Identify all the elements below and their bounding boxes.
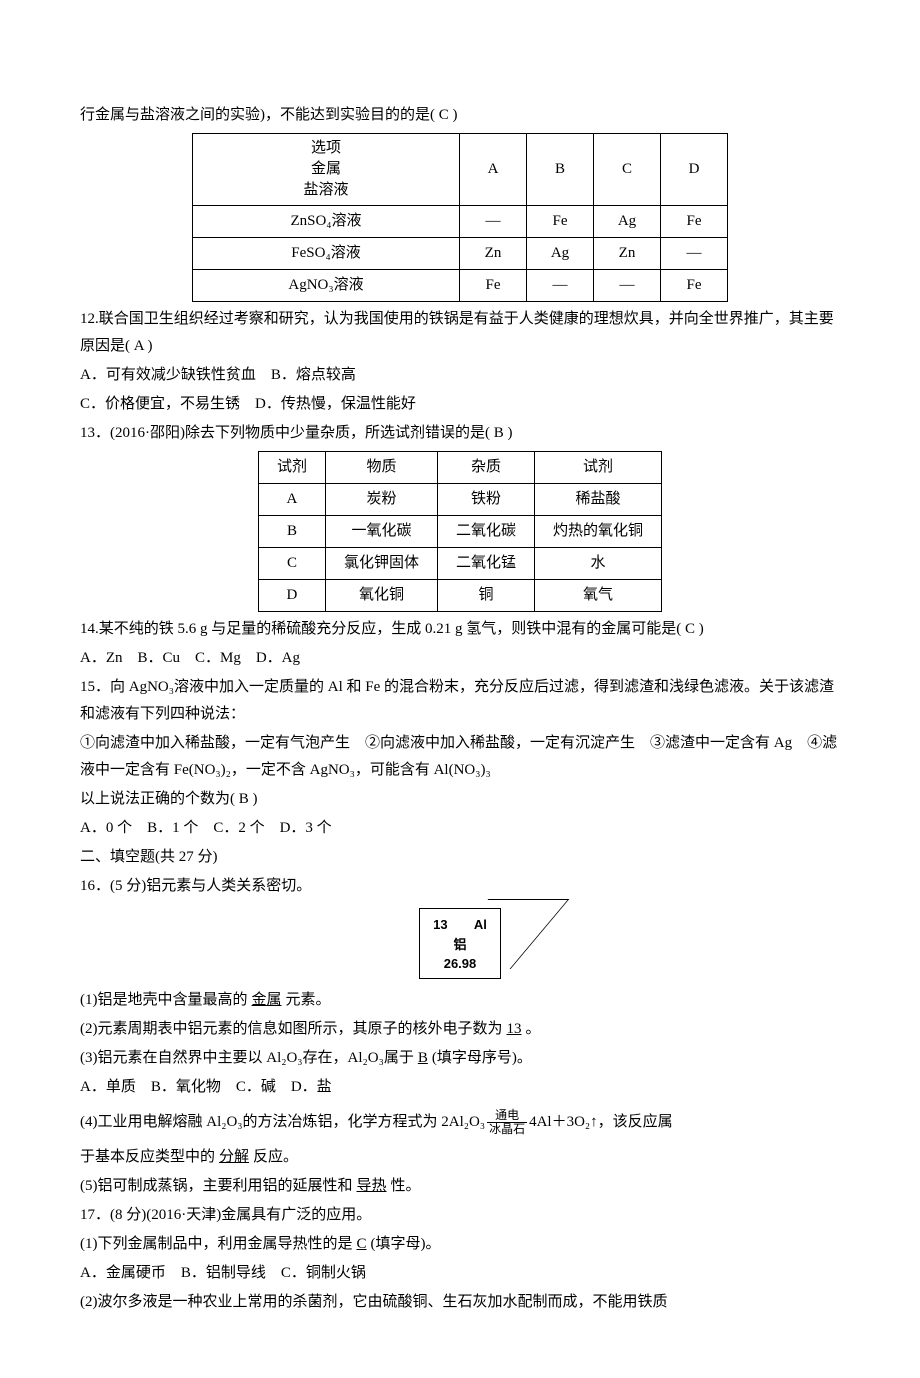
- table-row: B一氧化碳二氧化碳灼热的氧化铜: [258, 516, 661, 548]
- section-2-heading: 二、填空题(共 27 分): [80, 844, 840, 871]
- table-q11: 选项 金属 盐溶液 A B C D ZnSO₄溶液—FeAgFe FeSO₄溶液…: [192, 133, 728, 302]
- q16-p2: (2)元素周期表中铝元素的信息如图所示，其原子的核外电子数为13。: [80, 1016, 840, 1043]
- blank-answer: B: [414, 1050, 432, 1066]
- table-row: A炭粉铁粉稀盐酸: [258, 484, 661, 516]
- header-cell: 选项 金属 盐溶液: [193, 134, 460, 206]
- q16-p3-opts: A．单质 B．氧化物 C．碱 D．盐: [80, 1074, 840, 1101]
- table-row: ZnSO₄溶液—FeAgFe: [193, 206, 728, 238]
- q16-p1: (1)铝是地壳中含量最高的金属元素。: [80, 987, 840, 1014]
- blank-answer: C: [353, 1236, 371, 1252]
- q12-opts-cd: C．价格便宜，不易生锈 D．传热慢，保温性能好: [80, 391, 840, 418]
- q12-stem: 12.联合国卫生组织经过考察和研究，认为我国使用的铁锅是有益于人类健康的理想炊具…: [80, 306, 840, 360]
- q11-continuation: 行金属与盐溶液之间的实验)，不能达到实验目的的是( C ): [80, 102, 840, 129]
- blank-answer: 13: [503, 1021, 526, 1037]
- q17-p2: (2)波尔多液是一种农业上常用的杀菌剂，它由硫酸铜、生石灰加水配制而成，不能用铁…: [80, 1289, 840, 1316]
- header-cell: D: [661, 134, 728, 206]
- q15-opts: A．0 个 B．1 个 C．2 个 D．3 个: [80, 815, 840, 842]
- q14-opts: A．Zn B．Cu C．Mg D．Ag: [80, 645, 840, 672]
- q16-stem: 16．(5 分)铝元素与人类关系密切。: [80, 873, 840, 900]
- reaction-condition: 通电冰晶石: [487, 1109, 527, 1136]
- table-row: 选项 金属 盐溶液 A B C D: [193, 134, 728, 206]
- q17-p1-opts: A．金属硬币 B．铝制导线 C．铜制火锅: [80, 1260, 840, 1287]
- header-cell: B: [527, 134, 594, 206]
- table-row: AgNO₃溶液Fe——Fe: [193, 270, 728, 302]
- table-row: D氧化铜铜氧气: [258, 580, 661, 612]
- blank-answer: 分解: [215, 1149, 253, 1165]
- q16-p4b: 于基本反应类型中的分解反应。: [80, 1144, 840, 1171]
- table-row: C氯化钾固体二氧化锰水: [258, 548, 661, 580]
- q17-stem: 17．(8 分)(2016·天津)金属具有广泛的应用。: [80, 1202, 840, 1229]
- q16-p3: (3)铝元素在自然界中主要以 Al₂O₃存在，Al₂O₃属于B(填字母序号)。: [80, 1045, 840, 1072]
- blank-answer: 导热: [353, 1178, 391, 1194]
- q15-stem1: 15．向 AgNO₃溶液中加入一定质量的 Al 和 Fe 的混合粉末，充分反应后…: [80, 674, 840, 728]
- table-row: FeSO₄溶液ZnAgZn—: [193, 238, 728, 270]
- q17-p1: (1)下列金属制品中，利用金属导热性的是C(填字母)。: [80, 1231, 840, 1258]
- q15-stem2: ①向滤渣中加入稀盐酸，一定有气泡产生 ②向滤液中加入稀盐酸，一定有沉淀产生 ③滤…: [80, 730, 840, 784]
- q13-stem: 13．(2016·邵阳)除去下列物质中少量杂质，所选试剂错误的是( B ): [80, 420, 840, 447]
- blank-answer: 金属: [248, 992, 286, 1008]
- q16-p5: (5)铝可制成蒸锅，主要利用铝的延展性和导热性。: [80, 1173, 840, 1200]
- q16-p4: (4)工业用电解熔融 Al₂O₃的方法冶炼铝，化学方程式为 2Al₂O₃通电冰晶…: [80, 1109, 840, 1136]
- al-element-box: 13Al 铝 26.98: [419, 908, 501, 979]
- table-row: 试剂物质杂质试剂: [258, 452, 661, 484]
- q15-stem3: 以上说法正确的个数为( B ): [80, 786, 840, 813]
- q12-opts-ab: A．可有效减少缺铁性贫血 B．熔点较高: [80, 362, 840, 389]
- header-cell: C: [594, 134, 661, 206]
- q14-stem: 14.某不纯的铁 5.6 g 与足量的稀硫酸充分反应，生成 0.21 g 氢气，…: [80, 616, 840, 643]
- header-cell: A: [460, 134, 527, 206]
- table-q13: 试剂物质杂质试剂 A炭粉铁粉稀盐酸 B一氧化碳二氧化碳灼热的氧化铜 C氯化钾固体…: [258, 451, 662, 612]
